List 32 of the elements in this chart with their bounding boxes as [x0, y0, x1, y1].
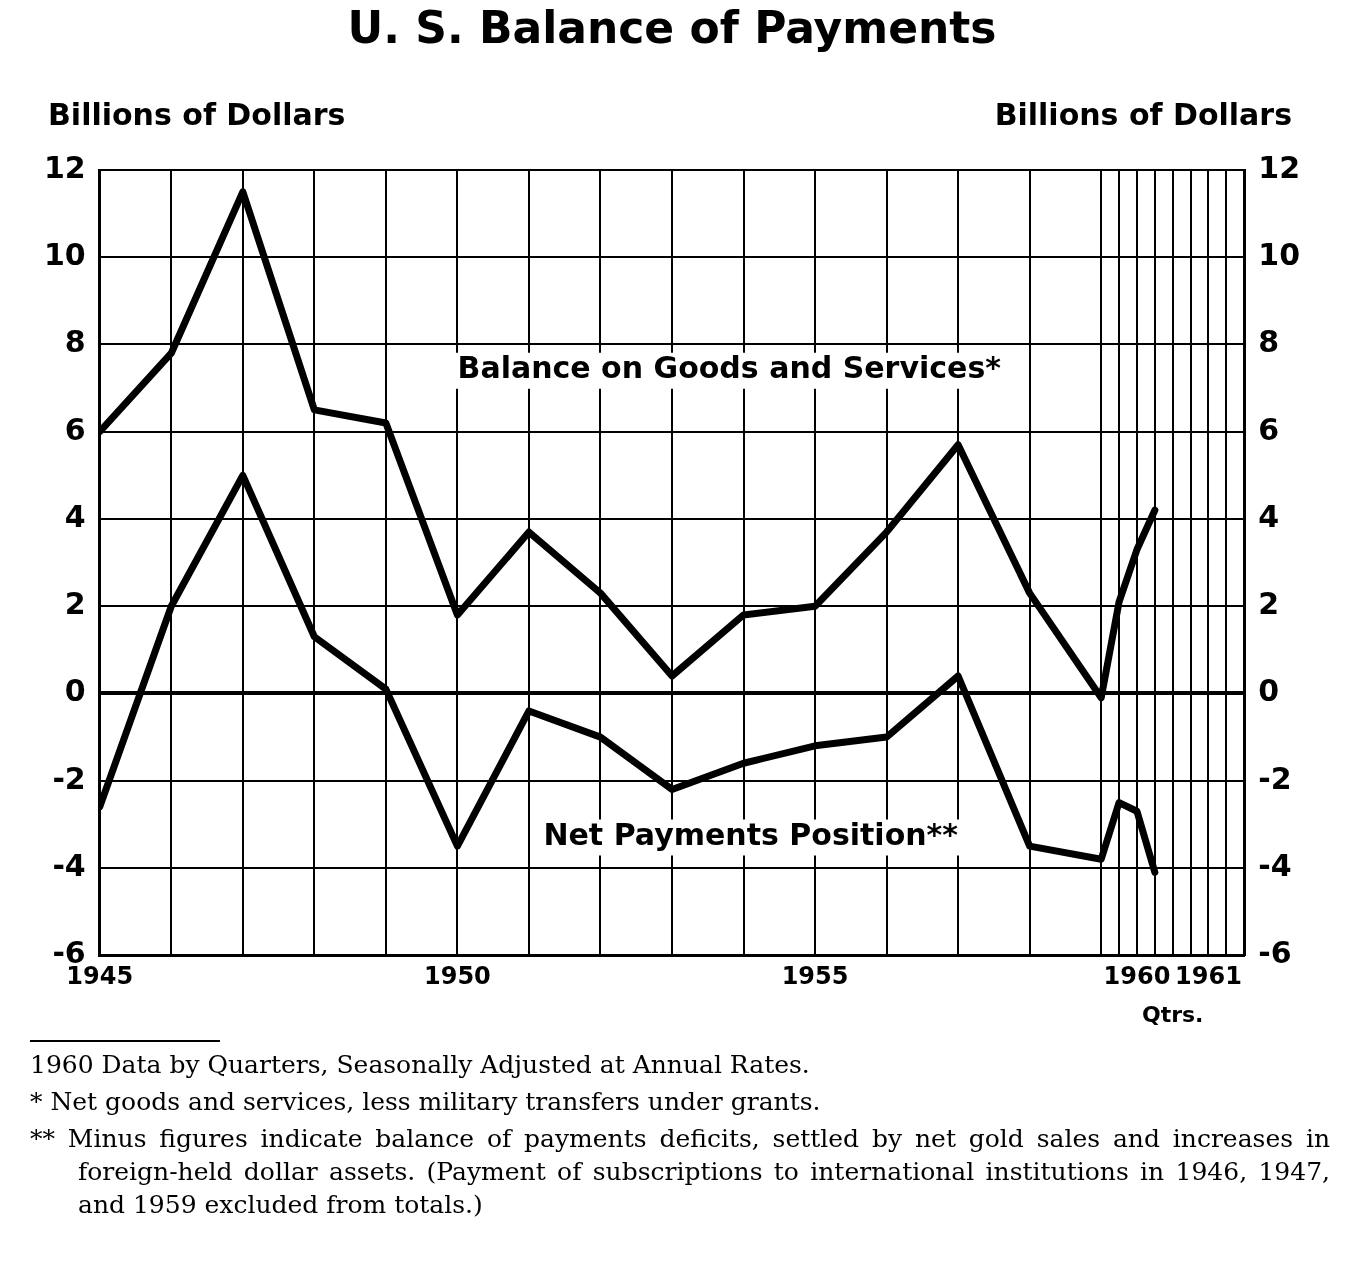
y2-axis-title: Billions of Dollars: [994, 96, 1292, 132]
y2-tick-label: 8: [1258, 324, 1280, 360]
text: ** Minus figures indicate balance of payments deficits, settled by net gold sales and increases in foreign-held dollar assets. (Payment of subscriptions to international institutions in 1946, 1947, and 1959 excluded from totals.): [30, 1123, 1330, 1221]
y2-tick-label: -4: [1258, 847, 1292, 883]
x-tick-label: 1961: [1175, 961, 1242, 990]
y2-tick-label: 10: [1258, 237, 1300, 273]
y-axis-title: Billions of Dollars: [48, 96, 346, 132]
y-tick-label: 10: [44, 237, 86, 273]
y-tick-label: -2: [52, 760, 86, 796]
y-tick-label: -4: [52, 847, 86, 883]
chart-title: U. S. Balance of Payments: [347, 2, 997, 54]
y2-tick-label: 2: [1258, 586, 1280, 622]
y2-tick-label: 6: [1258, 411, 1280, 447]
text: Qtrs.: [1141, 1001, 1204, 1027]
y2-tick-label: 12: [1258, 149, 1300, 185]
y-tick-label: 8: [64, 324, 86, 360]
y-tick-label: 12: [44, 149, 86, 185]
y2-tick-label: -6: [1258, 935, 1292, 970]
text: 1960 Data by Quarters, Seasonally Adjusted at Annual Rates.: [30, 1049, 811, 1081]
y-tick-label: 2: [64, 586, 86, 622]
y2-tick-label: 4: [1258, 498, 1280, 534]
y-tick-label: 6: [64, 411, 86, 447]
x-tick-label: 1955: [781, 961, 849, 990]
y-tick-label: 4: [64, 498, 86, 534]
y2-tick-label: -2: [1258, 760, 1292, 796]
x-tick-label: 1960: [1103, 961, 1171, 990]
x-tick-label: 1950: [424, 961, 491, 990]
text: * Net goods and services, less military transfers under grants.: [30, 1086, 822, 1118]
text: Balance on Goods and Services*: [457, 350, 1002, 386]
y2-tick-label: 0: [1258, 673, 1280, 709]
series-label: Net Payments Position**: [543, 817, 959, 853]
y-tick-label: 0: [64, 673, 86, 709]
